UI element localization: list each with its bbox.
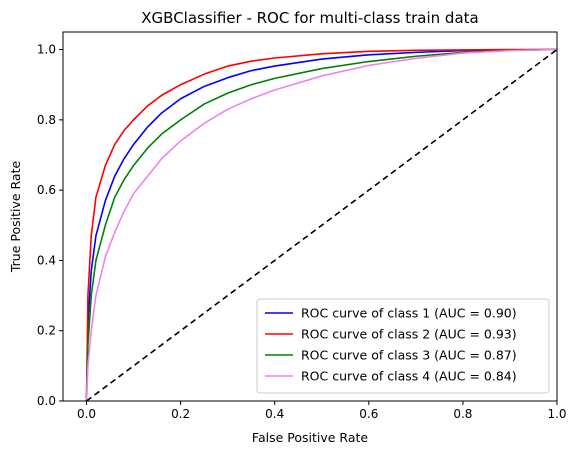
y-tick-label: 0.8 — [37, 113, 56, 127]
series-line-1 — [85, 48, 557, 401]
x-tick-label: 0.2 — [171, 407, 190, 421]
series-line-4 — [85, 48, 557, 401]
legend-box — [256, 298, 550, 394]
x-tick-label: 0.0 — [77, 407, 96, 421]
x-tick-label: 0.6 — [359, 407, 378, 421]
y-tick-label: 0.0 — [37, 394, 56, 408]
plot-frame — [62, 31, 558, 402]
y-tick-label: 0.4 — [37, 253, 56, 267]
chance-diagonal-line — [86, 48, 557, 401]
y-axis-title: True Positive Rate — [8, 161, 23, 274]
x-tick-label: 1.0 — [547, 407, 566, 421]
legend-label-4: ROC curve of class 4 (AUC = 0.84) — [301, 369, 517, 384]
y-tick-label: 0.6 — [37, 183, 56, 197]
series-line-2 — [85, 48, 557, 401]
plot-area — [85, 48, 557, 401]
axes: 0.0 0.2 0.4 0.6 0.8 1.0 0.0 0.2 0.4 0.6 0.8 1.0 — [37, 31, 567, 421]
x-axis-title: False Positive Rate — [252, 430, 368, 445]
legend-label-2: ROC curve of class 2 (AUC = 0.93) — [301, 327, 517, 342]
x-tick-label: 0.8 — [453, 407, 472, 421]
series-line-3 — [85, 48, 557, 401]
legend: ROC curve of class 1 (AUC = 0.90) ROC cur… — [256, 298, 550, 394]
y-tick-label: 0.2 — [37, 324, 56, 338]
x-tick-label: 0.4 — [265, 407, 284, 421]
y-tick-label: 1.0 — [37, 43, 56, 57]
chart-title: XGBClassifier - ROC for multi-class trai… — [141, 9, 478, 27]
legend-label-1: ROC curve of class 1 (AUC = 0.90) — [301, 306, 517, 321]
legend-label-3: ROC curve of class 3 (AUC = 0.87) — [301, 348, 517, 363]
